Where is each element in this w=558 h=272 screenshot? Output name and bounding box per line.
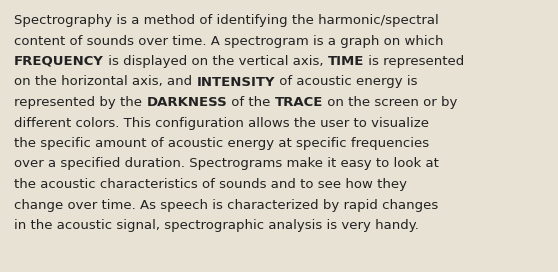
Text: DARKNESS: DARKNESS <box>146 96 227 109</box>
Text: TIME: TIME <box>328 55 364 68</box>
Text: TRACE: TRACE <box>275 96 323 109</box>
Text: on the screen or by: on the screen or by <box>323 96 458 109</box>
Text: of acoustic energy is: of acoustic energy is <box>275 76 417 88</box>
Text: in the acoustic signal, spectrographic analysis is very handy.: in the acoustic signal, spectrographic a… <box>14 219 419 232</box>
Text: FREQUENCY: FREQUENCY <box>14 55 104 68</box>
Text: the specific amount of acoustic energy at specific frequencies: the specific amount of acoustic energy a… <box>14 137 429 150</box>
Text: INTENSITY: INTENSITY <box>196 76 275 88</box>
Text: change over time. As speech is characterized by rapid changes: change over time. As speech is character… <box>14 199 438 212</box>
Text: is displayed on the vertical axis,: is displayed on the vertical axis, <box>104 55 328 68</box>
Text: over a specified duration. Spectrograms make it easy to look at: over a specified duration. Spectrograms … <box>14 157 439 171</box>
Text: the acoustic characteristics of sounds and to see how they: the acoustic characteristics of sounds a… <box>14 178 407 191</box>
Text: different colors. This configuration allows the user to visualize: different colors. This configuration all… <box>14 116 429 129</box>
Text: represented by the: represented by the <box>14 96 146 109</box>
Text: content of sounds over time. A spectrogram is a graph on which: content of sounds over time. A spectrogr… <box>14 35 444 48</box>
Text: of the: of the <box>227 96 275 109</box>
Text: is represented: is represented <box>364 55 464 68</box>
Text: Spectrography is a method of identifying the harmonic/spectral: Spectrography is a method of identifying… <box>14 14 439 27</box>
Text: on the horizontal axis, and: on the horizontal axis, and <box>14 76 196 88</box>
